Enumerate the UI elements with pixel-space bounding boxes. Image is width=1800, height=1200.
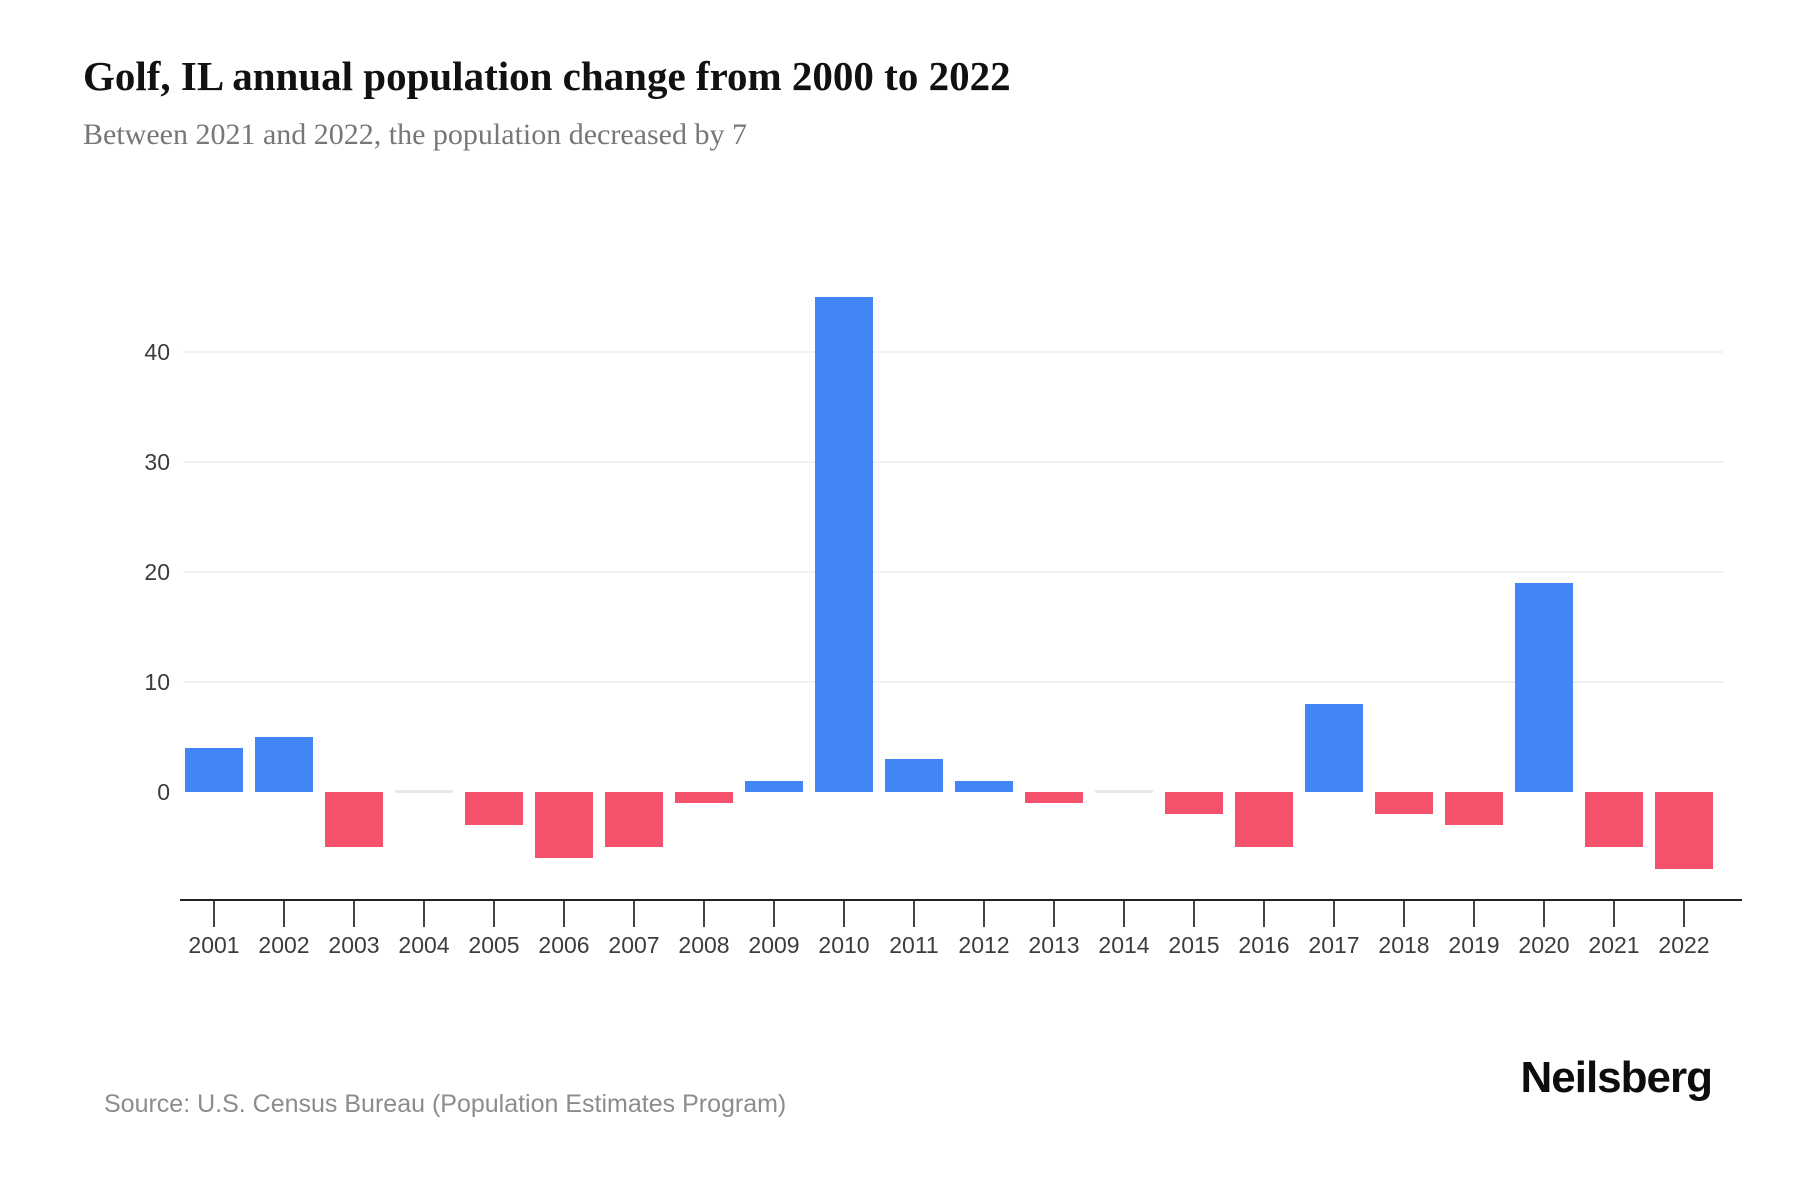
x-tick-label-2009: 2009 [748,932,800,958]
x-tick-label-2008: 2008 [678,932,730,958]
x-tick-2008 [703,901,705,927]
x-tick-label-2001: 2001 [188,932,240,958]
bar-2004[interactable] [395,790,453,793]
x-tick-label-2019: 2019 [1448,932,1500,958]
x-tick-label-2015: 2015 [1168,932,1220,958]
x-tick-label-2007: 2007 [608,932,660,958]
bar-2019[interactable] [1445,792,1503,825]
y-tick-label-10: 10 [144,669,170,695]
x-tick-2003 [353,901,355,927]
x-tick-label-2014: 2014 [1098,932,1150,958]
bar-2009[interactable] [745,781,803,792]
x-tick-2009 [773,901,775,927]
bar-2017[interactable] [1305,704,1363,792]
x-tick-2007 [633,901,635,927]
x-tick-label-2021: 2021 [1588,932,1640,958]
bar-2007[interactable] [605,792,663,847]
x-axis-line [180,899,1742,901]
x-tick-2017 [1333,901,1335,927]
gridline-20 [183,571,1723,573]
x-tick-label-2006: 2006 [538,932,590,958]
x-tick-2021 [1613,901,1615,927]
x-tick-label-2002: 2002 [258,932,310,958]
x-tick-2015 [1193,901,1195,927]
x-tick-label-2003: 2003 [328,932,380,958]
y-tick-label-20: 20 [144,559,170,585]
gridline-40 [183,351,1723,353]
x-tick-2001 [213,901,215,927]
brand-logo: Neilsberg [1520,1053,1713,1102]
x-tick-label-2011: 2011 [889,932,939,958]
y-tick-label-30: 30 [144,449,170,475]
y-tick-label-40: 40 [144,339,170,365]
x-tick-2013 [1053,901,1055,927]
x-tick-2022 [1683,901,1685,927]
gridline-10 [183,681,1723,683]
bar-2010[interactable] [815,297,873,792]
bar-2003[interactable] [325,792,383,847]
gridline-30 [183,461,1723,463]
x-tick-2018 [1403,901,1405,927]
source-text: Source: U.S. Census Bureau (Population E… [104,1090,787,1118]
x-tick-2002 [283,901,285,927]
bar-2015[interactable] [1165,792,1223,814]
x-tick-2010 [843,901,845,927]
bar-2018[interactable] [1375,792,1433,814]
x-tick-label-2005: 2005 [468,932,520,958]
x-tick-2004 [423,901,425,927]
x-tick-label-2012: 2012 [958,932,1010,958]
x-tick-2016 [1263,901,1265,927]
bar-2016[interactable] [1235,792,1293,847]
bar-2011[interactable] [885,759,943,792]
x-tick-label-2020: 2020 [1518,932,1570,958]
bar-2013[interactable] [1025,792,1083,803]
bar-2020[interactable] [1515,583,1573,792]
x-tick-label-2013: 2013 [1028,932,1080,958]
x-tick-2020 [1543,901,1545,927]
bar-2014[interactable] [1095,790,1153,793]
bar-2001[interactable] [185,748,243,792]
x-tick-2006 [563,901,565,927]
chart-title: Golf, IL annual population change from 2… [83,53,1011,99]
bar-2008[interactable] [675,792,733,803]
bar-2012[interactable] [955,781,1013,792]
bar-2022[interactable] [1655,792,1713,869]
x-tick-label-2017: 2017 [1308,932,1360,958]
x-tick-label-2018: 2018 [1378,932,1430,958]
y-tick-label-0: 0 [157,779,170,805]
x-tick-label-2016: 2016 [1238,932,1290,958]
x-tick-2011 [913,901,915,927]
x-tick-label-2010: 2010 [818,932,870,958]
x-tick-label-2022: 2022 [1658,932,1710,958]
bar-2006[interactable] [535,792,593,858]
bar-2005[interactable] [465,792,523,825]
bar-2021[interactable] [1585,792,1643,847]
x-tick-2012 [983,901,985,927]
x-tick-label-2004: 2004 [398,932,450,958]
bar-2002[interactable] [255,737,313,792]
x-tick-2005 [493,901,495,927]
chart-subtitle: Between 2021 and 2022, the population de… [83,118,747,151]
plot-area [183,285,1723,900]
x-tick-2014 [1123,901,1125,927]
x-tick-2019 [1473,901,1475,927]
